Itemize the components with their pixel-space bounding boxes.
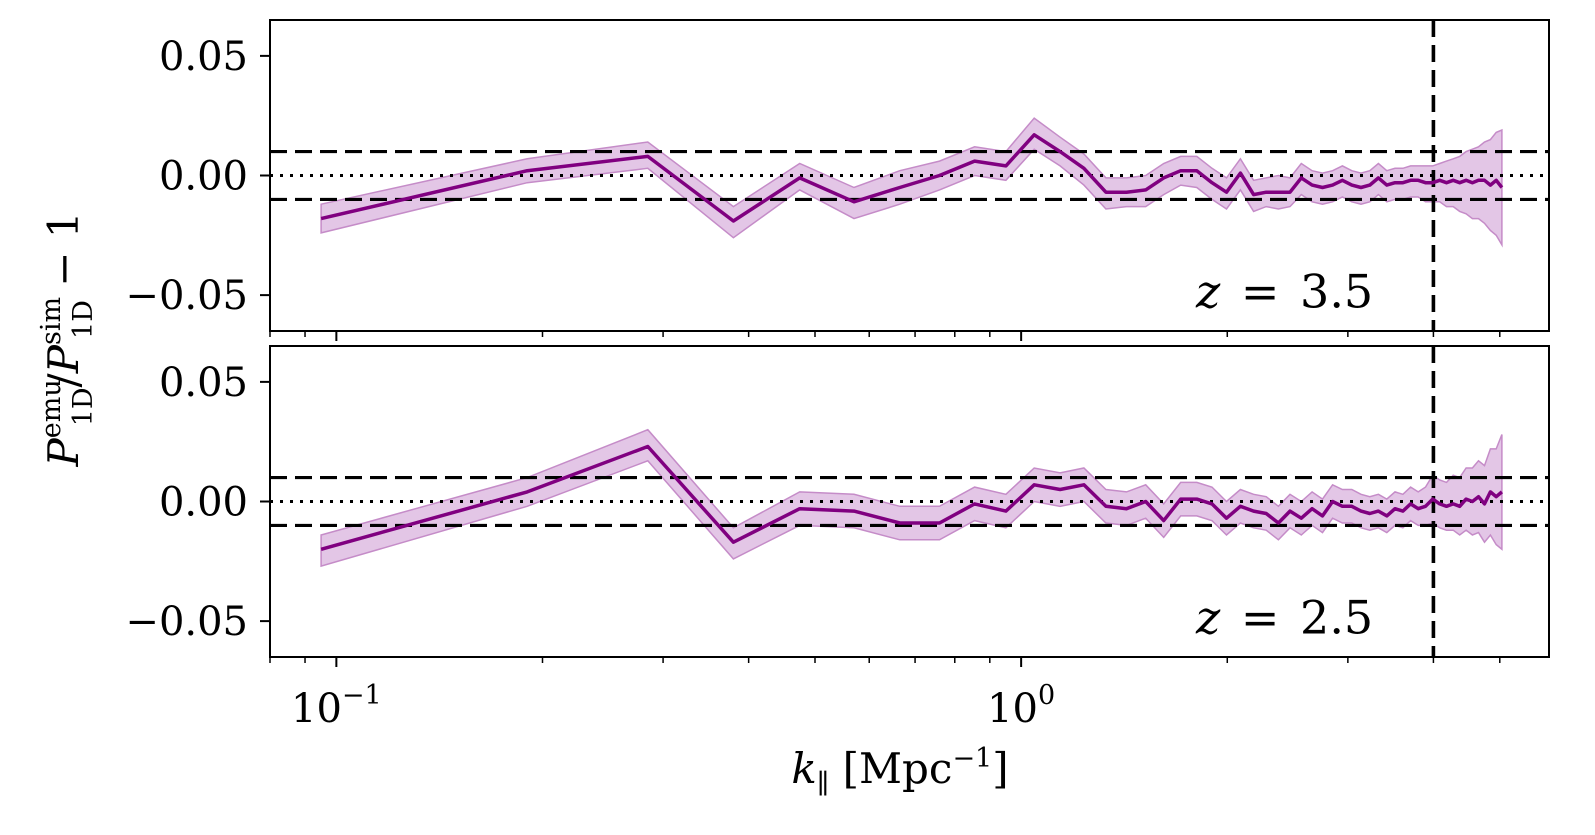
panel-top-band-layer <box>320 117 1503 248</box>
panel-bottom-ratio-line <box>320 444 1504 551</box>
panel-top-yticks: 0.05 0.00 −0.05 <box>125 34 270 319</box>
panel-bottom-ytick-label-2: −0.05 <box>125 599 248 645</box>
panel-top-redshift-value: 3.5 <box>1300 265 1373 319</box>
panel-bottom-redshift-value: 2.5 <box>1300 591 1373 645</box>
x-axis-label: k∥ [Mpc−1] <box>791 743 1008 800</box>
panel-top-line-layer <box>320 133 1504 223</box>
x-tick-labels: 10−1 100 <box>291 680 1055 732</box>
panel-top-redshift-label: z = 3.5 <box>1195 265 1373 319</box>
panel-bottom-redshift-eq: = <box>1241 591 1280 645</box>
panel-bottom-ytick-label-0: 0.05 <box>159 360 248 406</box>
y-axis-label: Pemu1D/Psim1D − 1 <box>36 211 99 467</box>
panel-bottom-error-band <box>320 428 1503 568</box>
panel-bottom-xticks <box>269 657 1501 667</box>
panel-bottom-redshift-var: z <box>1195 591 1221 645</box>
panel-top: 0.05 0.00 −0.05 z = 3.5 <box>125 19 1550 341</box>
x-tick-label-base-0: 10 <box>291 686 342 732</box>
x-tick-label-1: 100 <box>987 680 1055 732</box>
panel-top-error-band <box>320 117 1503 248</box>
x-tick-label-base-1: 10 <box>987 686 1038 732</box>
panel-top-redshift-eq: = <box>1241 265 1280 319</box>
panel-bottom-redshift-label: z = 2.5 <box>1195 591 1373 645</box>
panel-top-xticks <box>269 331 1501 341</box>
panel-top-redshift-var: z <box>1195 265 1221 319</box>
x-tick-label-exp-1: 0 <box>1038 680 1055 711</box>
panel-top-ratio-line <box>320 133 1504 223</box>
panel-bottom-ytick-label-1: 0.00 <box>159 480 248 526</box>
panel-top-ytick-label-1: 0.00 <box>159 154 248 200</box>
panel-bottom-band-layer <box>320 428 1503 568</box>
panel-top-ytick-label-0: 0.05 <box>159 34 248 80</box>
panel-top-ytick-label-2: −0.05 <box>125 273 248 319</box>
panel-bottom-line-layer <box>320 444 1504 551</box>
panel-bottom: 0.05 0.00 −0.05 z = 2.5 <box>125 345 1550 667</box>
panel-bottom-yticks: 0.05 0.00 −0.05 <box>125 360 270 645</box>
x-tick-label-0: 10−1 <box>291 680 382 732</box>
x-tick-label-exp-0: −1 <box>342 680 382 711</box>
panel-top-refline-layer <box>270 20 1549 331</box>
